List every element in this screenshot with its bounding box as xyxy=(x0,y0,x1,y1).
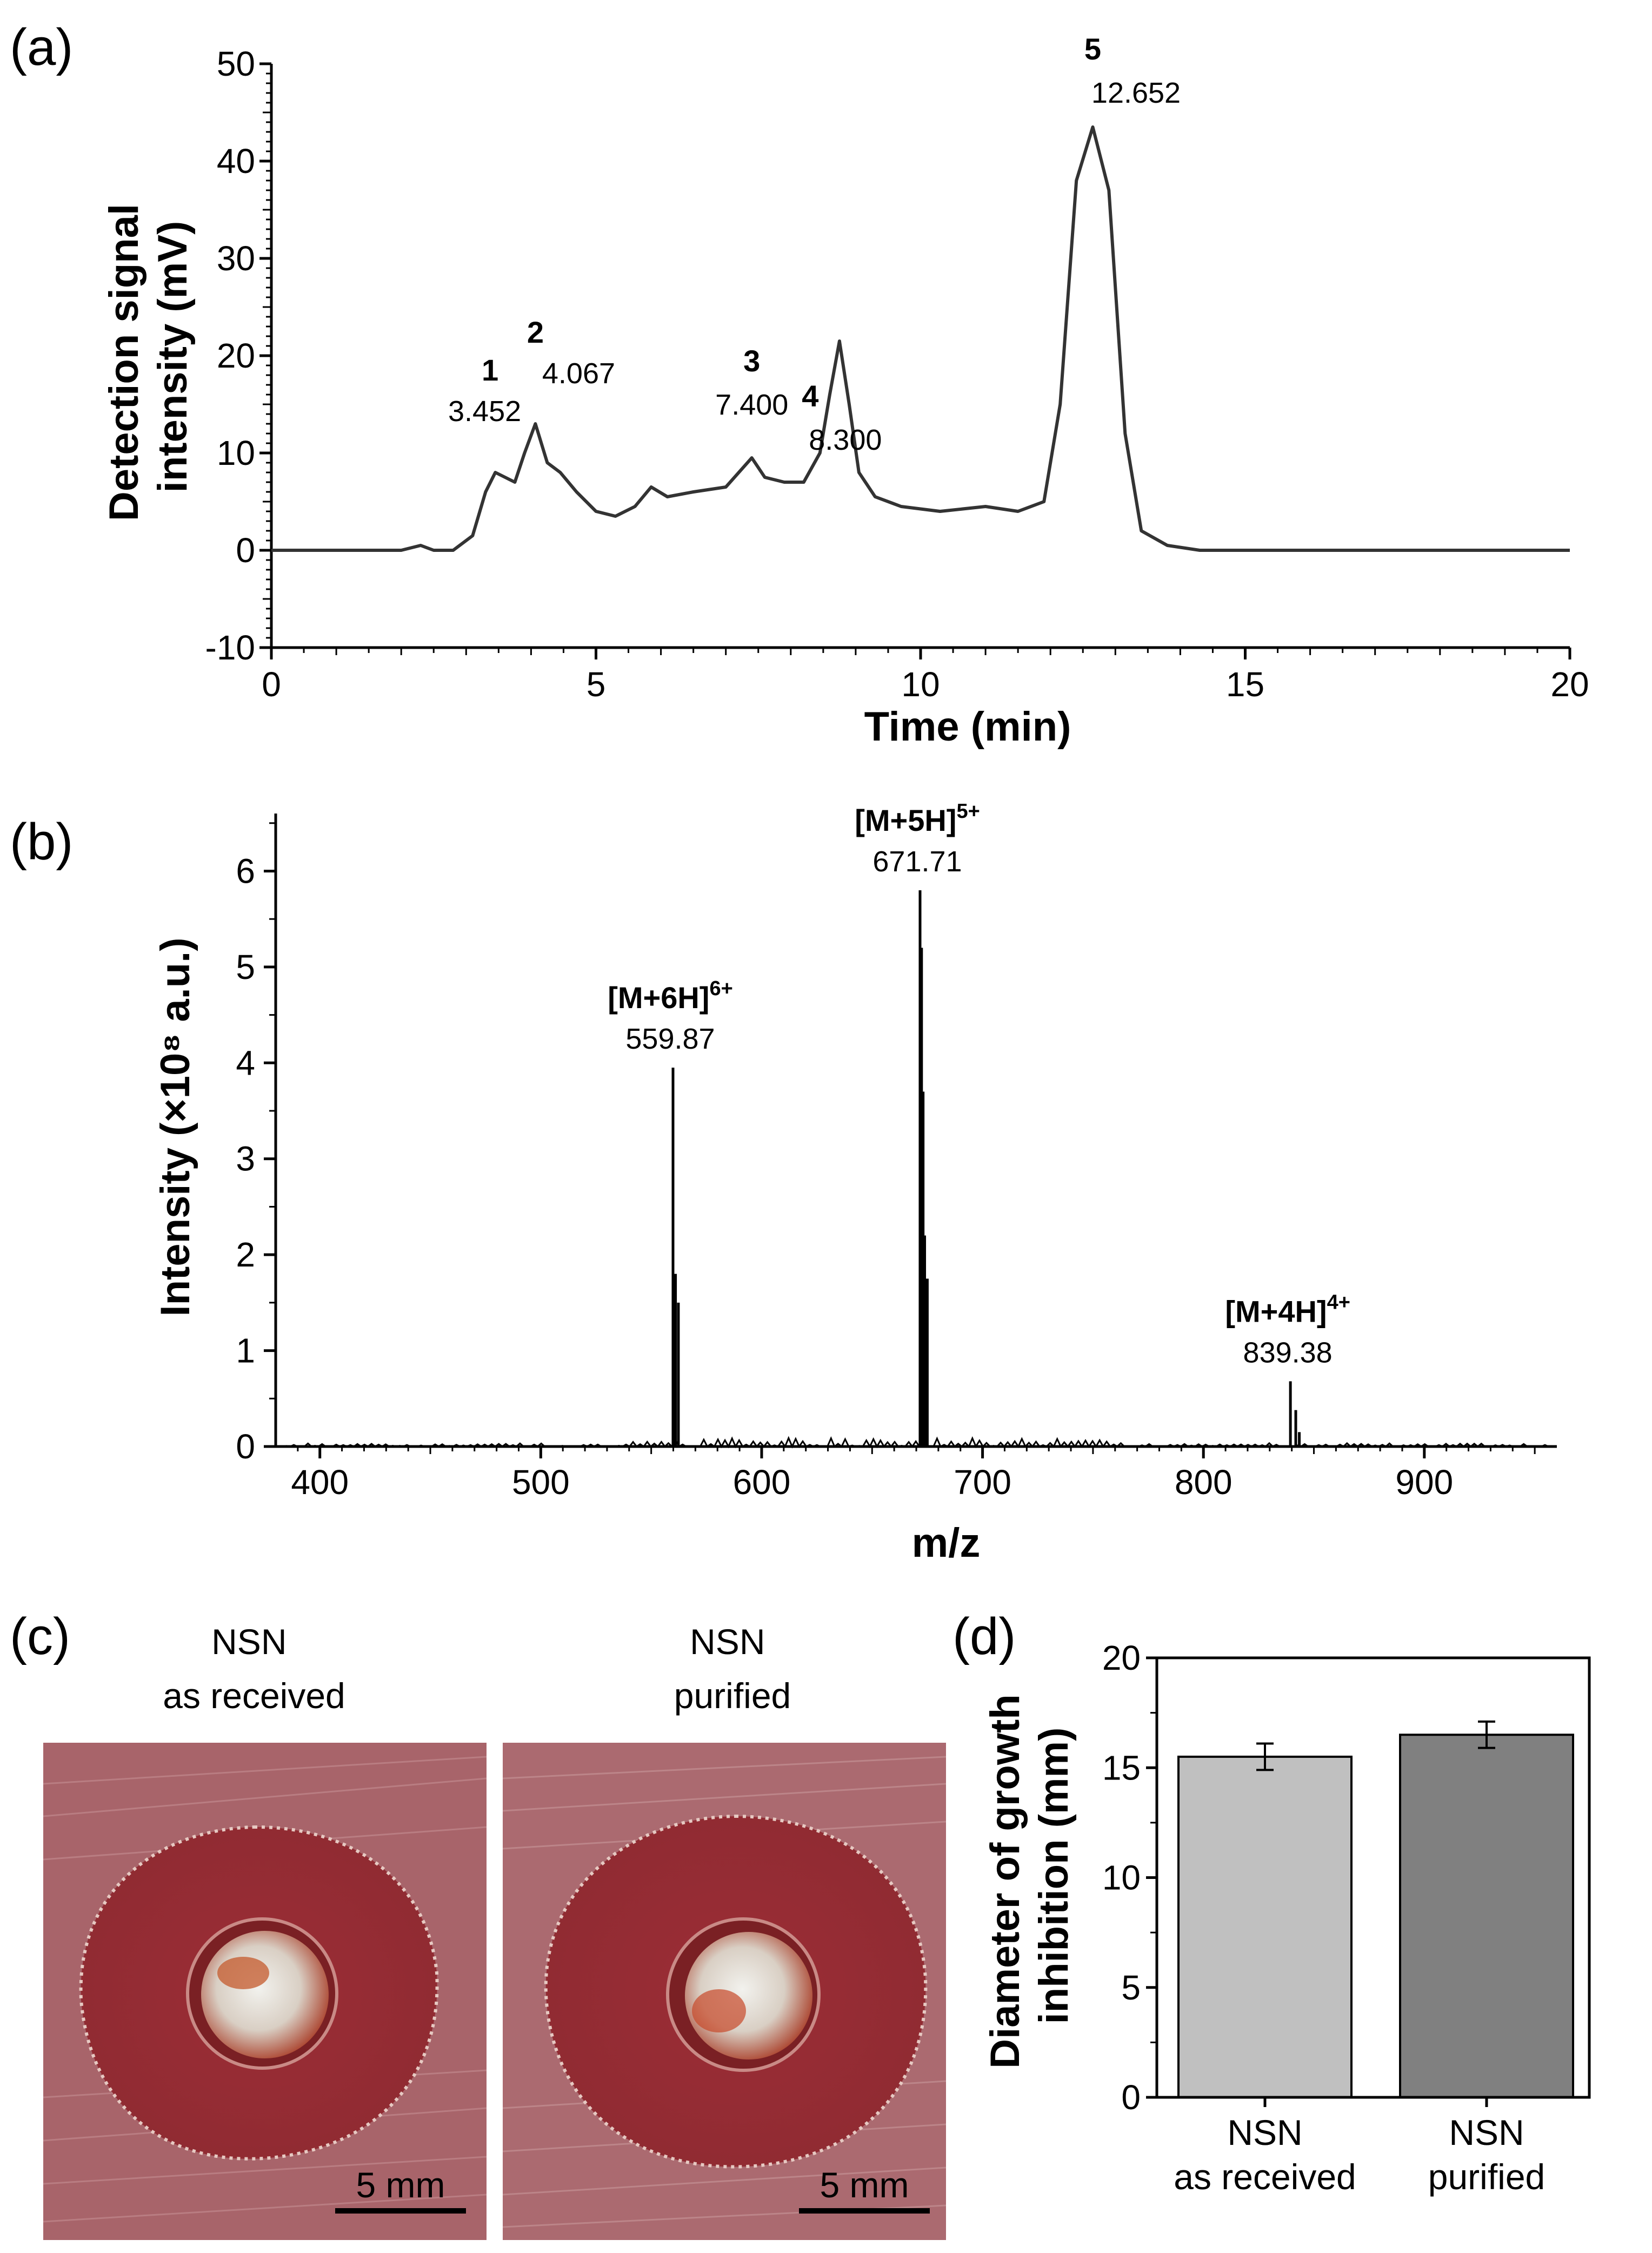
chart-a-peak-time: 3.452 xyxy=(448,395,521,428)
chart-a-ytick-label: -10 xyxy=(205,628,256,667)
chart-b-ytick-label: 1 xyxy=(236,1331,255,1370)
chart-a-series-line xyxy=(271,125,1570,552)
chart-b-ion-formula: [M+5H] xyxy=(855,803,956,837)
panel-label-b: (b) xyxy=(10,813,73,871)
chart-b-ion-label: [M+4H]4+ xyxy=(1225,1291,1350,1328)
photo-left-well xyxy=(201,1931,329,2058)
chart-d-bar xyxy=(1399,1734,1574,2098)
chart-b-peak-mz: 671.71 xyxy=(872,845,962,878)
chart-a-ytick-label: 20 xyxy=(217,336,255,375)
chart-d-category-line2: as received xyxy=(1174,2157,1356,2197)
chart-d-y-axis-label-line2: inhibition (mm) xyxy=(1031,1728,1077,2024)
chart-d-ytick-label: 0 xyxy=(1121,2078,1141,2117)
photo-left-scale-label: 5 mm xyxy=(356,2165,445,2205)
chart-d-frame xyxy=(1155,1656,1591,2099)
chart-b-xtick-label: 900 xyxy=(1395,1463,1453,1502)
chart-b-xtick-label: 700 xyxy=(954,1463,1011,1502)
chart-a-peak-time: 12.652 xyxy=(1091,77,1181,109)
chart-d-y-axis-label-line1: Diameter of growth xyxy=(982,1694,1028,2069)
chart-b-ion-charge: 4+ xyxy=(1327,1291,1350,1314)
chart-a-xtick-label: 20 xyxy=(1550,665,1589,704)
chart-a-peak-number: 5 xyxy=(1084,32,1101,66)
photo-right-caption: NSN purified xyxy=(674,1622,791,1716)
chart-b: 0 1 2 3 4 5 6 400 500 600 700 800 900 [M+6H]6+ 559.8… xyxy=(152,800,1557,1566)
chart-a-y-axis-label-line2: intensity (mV) xyxy=(150,221,196,493)
chart-d-category-line1: NSN xyxy=(1449,2112,1524,2152)
chart-a-xtick-label: 10 xyxy=(901,665,940,704)
chart-a-ytick-label: 40 xyxy=(217,142,255,181)
chart-b-x-axis-label: m/z xyxy=(912,1520,981,1566)
chart-a-peak-number: 4 xyxy=(802,379,818,413)
chart-a-x-axis-label: Time (min) xyxy=(864,704,1071,750)
chart-a-xtick-label: 0 xyxy=(262,665,281,704)
chart-a-xtick-label: 5 xyxy=(587,665,606,704)
chart-d-y-axis-label: Diameter of growth inhibition (mm) xyxy=(982,1683,1077,2069)
chart-d-ytick-label: 20 xyxy=(1102,1638,1141,1677)
chart-b-peak-mz: 839.38 xyxy=(1243,1336,1333,1369)
chart-a-ytick-label: 50 xyxy=(217,44,255,83)
chart-d-category-line2: purified xyxy=(1428,2157,1545,2197)
chart-b-ion-label: [M+6H]6+ xyxy=(608,977,733,1015)
photo-left-residue xyxy=(217,1957,269,1989)
photo-right-caption-line1: NSN xyxy=(690,1622,765,1662)
chart-d-category-label: NSN purified xyxy=(1428,2112,1545,2197)
chart-a-y-axis-label: Detection signal intensity (mV) xyxy=(101,192,196,521)
chart-a-peak-time: 8.300 xyxy=(809,424,882,456)
chart-a-ytick-label: 10 xyxy=(217,434,255,472)
photo-left-caption-line2: as received xyxy=(163,1676,345,1716)
chart-d-bar xyxy=(1177,1755,1353,2099)
chart-b-ion-formula: [M+6H] xyxy=(608,981,709,1015)
chart-b-ytick-label: 6 xyxy=(236,851,255,890)
chart-a-ytick-label: 0 xyxy=(236,531,255,570)
chart-b-noise-baseline xyxy=(275,1436,1549,1449)
chart-b-ion-label: [M+5H]5+ xyxy=(855,800,980,837)
photo-left-caption: NSN as received xyxy=(163,1622,345,1716)
chart-b-ytick-label: 2 xyxy=(236,1235,255,1274)
chart-b-ytick-label: 3 xyxy=(236,1139,255,1178)
chart-b-xtick-label: 500 xyxy=(512,1463,570,1502)
chart-b-ion-formula: [M+4H] xyxy=(1225,1294,1327,1328)
chart-b-ion-charge: 5+ xyxy=(956,800,980,823)
photo-left-caption-line1: NSN xyxy=(211,1622,287,1662)
photo-right-residue xyxy=(692,1989,746,2032)
chart-a-peak-number: 3 xyxy=(743,344,760,378)
photo-left xyxy=(43,1743,487,2240)
chart-a-peak-time: 7.400 xyxy=(715,389,788,421)
chart-d-ytick-label: 10 xyxy=(1102,1858,1141,1897)
chart-b-ytick-label: 0 xyxy=(236,1427,255,1466)
chart-b-ytick-label: 4 xyxy=(236,1043,255,1082)
chart-b-xtick-label: 600 xyxy=(733,1463,791,1502)
panel-label-c: (c) xyxy=(10,1608,70,1665)
chart-a-peak-number: 2 xyxy=(527,315,544,349)
chart-a-ytick-label: 30 xyxy=(217,239,255,278)
chart-b-xtick-label: 800 xyxy=(1175,1463,1233,1502)
chart-d-category-label: NSN as received xyxy=(1174,2112,1356,2197)
photo-right xyxy=(503,1743,946,2240)
chart-b-xtick-label: 400 xyxy=(291,1463,349,1502)
photo-right-scale-label: 5 mm xyxy=(820,2165,909,2205)
chart-a-y-axis-label-line1: Detection signal xyxy=(101,204,147,521)
photo-right-caption-line2: purified xyxy=(674,1676,791,1716)
chart-d: 0 5 10 15 20 NSN as received NSN purified Diame… xyxy=(982,1638,1591,2197)
chart-d-ytick-label: 15 xyxy=(1102,1748,1141,1787)
chart-b-peak-mz: 559.87 xyxy=(625,1023,715,1055)
chart-d-category-line1: NSN xyxy=(1227,2112,1302,2152)
panel-label-a: (a) xyxy=(10,18,73,76)
panel-label-d: (d) xyxy=(952,1608,1016,1665)
chart-a-xtick-label: 15 xyxy=(1226,665,1264,704)
chart-b-ion-charge: 6+ xyxy=(709,977,732,1000)
chart-d-ytick-label: 5 xyxy=(1121,1968,1141,2007)
chart-b-ytick-label: 5 xyxy=(236,948,255,986)
chart-a-peak-time: 4.067 xyxy=(542,357,615,390)
chart-b-y-axis-label: Intensity (×10⁸ a.u.) xyxy=(152,937,198,1316)
chart-a-peak-number: 1 xyxy=(482,353,498,387)
